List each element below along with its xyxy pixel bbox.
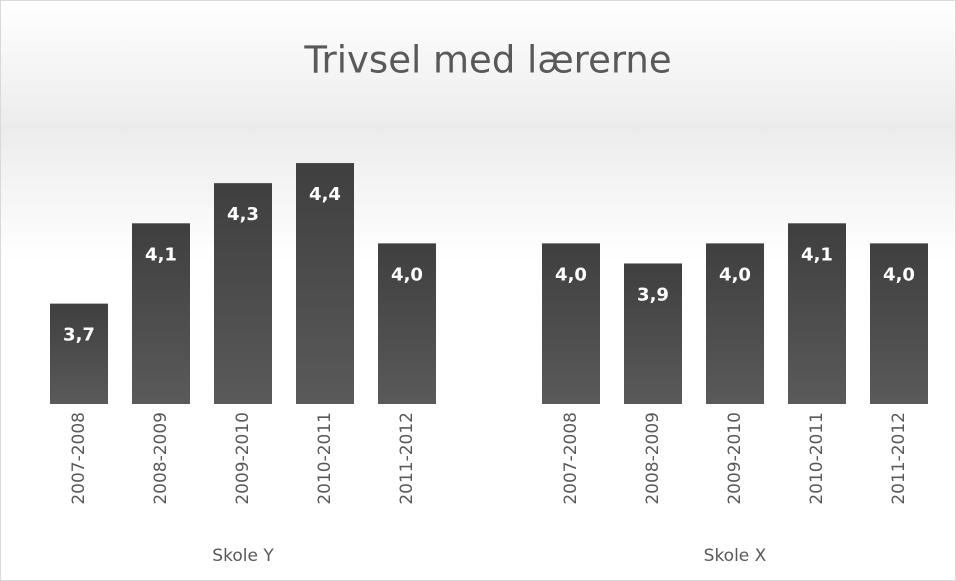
x-tick-label: 2007-2008: [69, 412, 89, 505]
bar: [50, 303, 108, 404]
x-tick-label: 2008-2009: [643, 412, 663, 505]
x-tick-label: 2008-2009: [151, 412, 171, 505]
data-label: 4,0: [719, 264, 751, 285]
x-tick-label: 2009-2010: [233, 412, 253, 505]
x-tick-label: 2011-2012: [889, 412, 909, 505]
x-tick-label: 2010-2011: [315, 412, 335, 505]
bar: [624, 263, 682, 404]
data-label: 4,0: [555, 264, 587, 285]
data-label: 3,7: [63, 325, 95, 346]
x-tick-label: 2009-2010: [725, 412, 745, 505]
bar: [132, 223, 190, 404]
data-label: 4,0: [391, 264, 423, 285]
data-label: 4,1: [145, 244, 177, 265]
data-label: 3,9: [637, 284, 669, 305]
x-tick-label: 2007-2008: [561, 412, 581, 505]
bar: [542, 243, 600, 404]
data-label: 4,3: [227, 204, 259, 225]
group-label: Skole Y: [212, 546, 274, 566]
bar: [214, 183, 272, 404]
bar: [378, 243, 436, 404]
group-label: Skole X: [704, 546, 767, 566]
x-tick-label: 2010-2011: [807, 412, 827, 505]
bar: [788, 223, 846, 404]
chart-title: Trivsel med lærerne: [303, 39, 671, 82]
bar: [706, 243, 764, 404]
x-tick-label: 2011-2012: [397, 412, 417, 505]
data-label: 4,0: [883, 264, 915, 285]
bar: [870, 243, 928, 404]
bar: [296, 163, 354, 404]
data-label: 4,1: [801, 244, 833, 265]
data-label: 4,4: [309, 184, 341, 205]
